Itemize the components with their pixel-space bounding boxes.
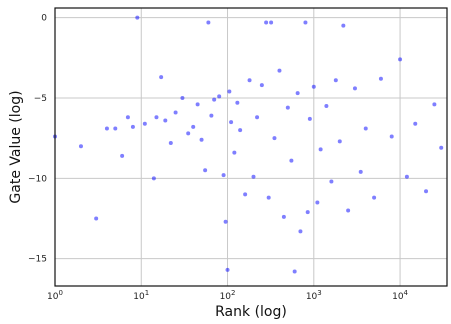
data-point bbox=[358, 169, 363, 174]
data-point bbox=[398, 57, 403, 62]
data-point bbox=[195, 102, 200, 107]
data-point bbox=[324, 104, 329, 109]
data-point bbox=[229, 120, 234, 125]
grid bbox=[54, 8, 447, 286]
data-point bbox=[142, 121, 147, 126]
y-axis-label: Gate Value (log) bbox=[8, 90, 24, 203]
data-point bbox=[251, 174, 256, 179]
data-point bbox=[372, 195, 377, 200]
data-point bbox=[315, 200, 320, 205]
data-point bbox=[159, 75, 164, 80]
data-point bbox=[120, 153, 125, 158]
data-point bbox=[329, 179, 334, 184]
data-point bbox=[264, 20, 269, 25]
x-tick-label: 103 bbox=[306, 289, 322, 302]
data-point bbox=[307, 116, 312, 121]
x-tick-labels: 100 101 102 103 104 bbox=[47, 289, 409, 302]
x-axis-label: Rank (log) bbox=[215, 304, 287, 320]
data-point bbox=[135, 15, 140, 20]
data-point bbox=[341, 23, 346, 28]
data-point bbox=[94, 216, 99, 221]
data-point bbox=[292, 269, 297, 274]
x-tick-label: 101 bbox=[133, 289, 149, 302]
y-tick-labels: 0 −5 −10 −15 bbox=[28, 14, 47, 265]
data-point bbox=[217, 94, 222, 99]
data-point bbox=[203, 168, 208, 173]
data-point bbox=[209, 113, 214, 118]
y-tick-label: 0 bbox=[41, 14, 47, 24]
data-point bbox=[259, 83, 264, 88]
data-point bbox=[221, 173, 226, 178]
data-point bbox=[439, 145, 444, 150]
y-tick-label: −5 bbox=[34, 94, 47, 104]
data-point bbox=[337, 139, 342, 144]
data-point bbox=[212, 97, 217, 102]
data-point bbox=[333, 78, 338, 83]
data-point bbox=[168, 140, 173, 145]
data-point bbox=[206, 20, 211, 25]
data-point bbox=[352, 86, 357, 91]
data-point bbox=[404, 174, 409, 179]
data-point bbox=[266, 195, 271, 200]
x-tick-label: 102 bbox=[220, 289, 236, 302]
data-point bbox=[180, 95, 185, 100]
data-point bbox=[104, 126, 109, 131]
data-point bbox=[413, 121, 418, 126]
data-point bbox=[269, 20, 274, 25]
x-tick-label: 100 bbox=[47, 289, 63, 302]
data-point bbox=[305, 210, 310, 215]
data-point bbox=[238, 128, 243, 133]
data-point bbox=[247, 78, 252, 83]
data-point bbox=[232, 150, 237, 155]
data-point bbox=[255, 115, 260, 120]
data-point bbox=[191, 124, 196, 129]
data-point bbox=[311, 84, 316, 89]
data-point bbox=[130, 124, 135, 129]
data-point bbox=[163, 118, 168, 123]
data-point bbox=[113, 126, 118, 131]
data-points bbox=[53, 15, 444, 274]
data-point bbox=[303, 20, 308, 25]
data-point bbox=[389, 134, 394, 139]
data-point bbox=[199, 137, 204, 142]
data-point bbox=[281, 214, 286, 219]
x-tick-label: 104 bbox=[392, 289, 408, 302]
data-point bbox=[243, 192, 248, 197]
data-point bbox=[186, 131, 191, 136]
data-point bbox=[424, 189, 429, 194]
data-point bbox=[432, 102, 437, 107]
plot-frame bbox=[54, 7, 448, 287]
y-tick-label: −10 bbox=[28, 174, 47, 184]
data-point bbox=[151, 176, 156, 181]
data-point bbox=[363, 126, 368, 131]
data-point bbox=[295, 91, 300, 96]
data-point bbox=[125, 115, 130, 120]
data-point bbox=[277, 68, 282, 73]
data-point bbox=[78, 144, 83, 149]
data-point bbox=[223, 219, 228, 224]
data-point bbox=[154, 115, 159, 120]
data-point bbox=[289, 158, 294, 163]
data-point bbox=[225, 267, 230, 272]
data-point bbox=[318, 147, 323, 152]
data-point bbox=[272, 136, 277, 141]
data-point bbox=[298, 229, 303, 234]
y-tick-label: −15 bbox=[28, 255, 47, 265]
data-point bbox=[346, 208, 351, 213]
data-point bbox=[285, 105, 290, 110]
data-point bbox=[378, 76, 383, 81]
data-point bbox=[227, 89, 232, 94]
data-point bbox=[173, 110, 178, 115]
data-point bbox=[235, 100, 240, 105]
